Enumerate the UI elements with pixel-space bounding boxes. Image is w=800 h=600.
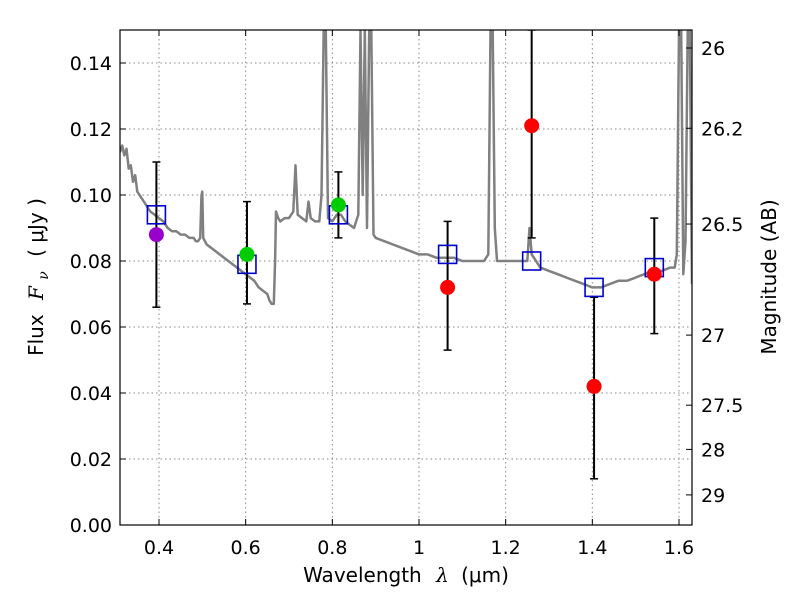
observed-point — [524, 118, 540, 134]
x-axis-title: Wavelength λ (μm) — [303, 563, 509, 587]
model-fit-square — [437, 244, 458, 265]
x-axis: 0.4 0.6 0.8 1 1.2 1.4 1.6 — [144, 30, 694, 559]
plot-frame — [119, 29, 693, 526]
y-axis-title-symbol: F — [24, 285, 48, 301]
model-fit-square — [584, 277, 604, 298]
model-spectrum — [120, 30, 692, 306]
observed-point — [440, 279, 456, 295]
x-axis-title-text: Wavelength — [303, 563, 422, 587]
x-tick-label: 1 — [413, 537, 425, 559]
model-spectrum-line — [120, 30, 692, 306]
grid-lines — [120, 30, 692, 525]
x-tick-label: 0.6 — [231, 537, 261, 559]
magnitude-tick-label: 26 — [701, 38, 725, 60]
magnitude-axis-title: Magnitude (AB) — [757, 199, 781, 354]
model-fit-points — [146, 205, 665, 298]
error-bars — [152, 30, 659, 480]
observed-point — [330, 197, 346, 213]
y-tick-label: 0.08 — [70, 251, 112, 273]
x-tick-label: 0.8 — [317, 537, 347, 559]
observed-points — [148, 118, 662, 394]
magnitude-tick-label: 28 — [701, 439, 725, 461]
magnitude-tick-label: 27.5 — [701, 395, 743, 417]
observed-point — [148, 227, 164, 243]
y-tick-label: 0.10 — [70, 185, 112, 207]
y-tick-label: 0.06 — [70, 317, 112, 339]
y-axis-title: Flux F ν ( μJy ) — [24, 198, 53, 356]
y-tick-label: 0.12 — [70, 119, 112, 141]
x-axis-title-unit: (μm) — [461, 563, 509, 587]
x-tick-label: 1.4 — [577, 537, 607, 559]
magnitude-tick-label: 26.5 — [701, 214, 743, 236]
y-axis-title-subscript: ν — [36, 271, 52, 280]
magnitude-axis: 26 26.2 26.5 27 27.5 28 29 — [686, 38, 743, 507]
observed-point — [239, 246, 255, 262]
y-axis-title-unit: ( μJy ) — [24, 198, 48, 257]
y-axis-title-text: Flux — [24, 314, 48, 356]
observed-point — [646, 266, 662, 282]
model-fit-square — [521, 251, 542, 271]
y-tick-label: 0.04 — [70, 383, 112, 405]
x-tick-label: 1.6 — [664, 537, 694, 559]
magnitude-tick-label: 26.2 — [701, 118, 743, 140]
x-tick-label: 0.4 — [144, 537, 174, 559]
observed-point — [586, 378, 602, 394]
y-tick-label: 0.14 — [70, 53, 112, 75]
magnitude-tick-label: 27 — [701, 325, 725, 347]
model-fit-square — [146, 205, 167, 225]
x-axis-title-symbol: λ — [435, 563, 449, 587]
y-axis: 0.00 0.02 0.04 0.06 0.08 0.10 0.12 0.14 — [70, 53, 126, 537]
x-tick-label: 1.2 — [491, 537, 521, 559]
y-tick-label: 0.00 — [70, 515, 112, 537]
y-tick-label: 0.02 — [70, 449, 112, 471]
magnitude-tick-label: 29 — [701, 485, 725, 507]
